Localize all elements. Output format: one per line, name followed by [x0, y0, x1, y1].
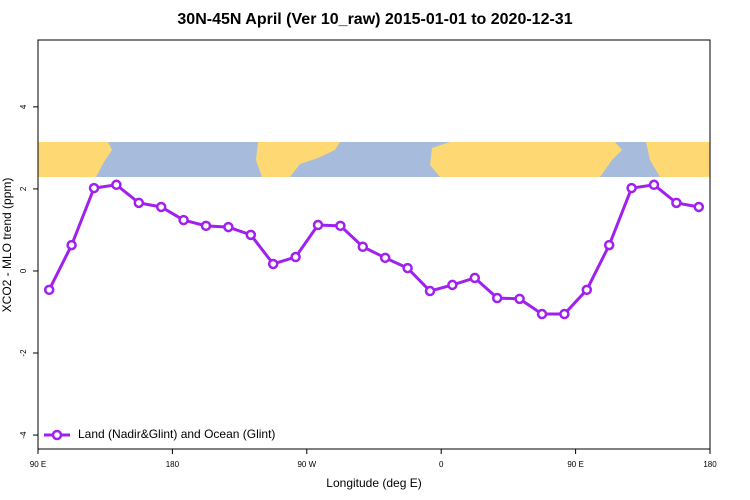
data-point	[536, 308, 548, 320]
data-point	[648, 179, 660, 191]
data-point	[402, 262, 413, 274]
series-line	[47, 183, 700, 316]
plot-frame	[37, 39, 711, 450]
data-point	[267, 258, 279, 270]
data-point	[155, 201, 167, 213]
data-point	[626, 182, 637, 194]
data-point	[335, 220, 346, 232]
data-point	[200, 220, 212, 232]
y-tick-label: -2	[19, 349, 28, 357]
legend-label: Land (Nadir&Glint) and Ocean (Glint)	[78, 427, 275, 441]
data-point	[469, 272, 481, 284]
y-tick-label: 2	[19, 186, 28, 191]
data-point	[290, 251, 301, 263]
data-point	[133, 197, 145, 209]
data-point	[671, 197, 682, 209]
data-point	[245, 229, 257, 241]
x-tick-label: 90 E	[567, 460, 583, 469]
data-point	[581, 284, 593, 296]
data-point	[559, 308, 570, 320]
data-point	[603, 239, 615, 251]
chart-title: 30N-45N April (Ver 10_raw) 2015-01-01 to…	[177, 11, 572, 28]
x-axis-label: Longitude (deg E)	[326, 476, 421, 490]
y-axis-label: XCO2 - MLO trend (ppm)	[0, 178, 14, 313]
data-point	[312, 219, 324, 231]
data-point	[693, 201, 705, 213]
x-tick-label: 0	[439, 460, 444, 469]
x-tick-label: 180	[166, 460, 180, 469]
data-point	[424, 285, 436, 297]
data-point	[491, 292, 503, 304]
data-point	[223, 221, 234, 233]
legend-marker	[51, 429, 63, 441]
data-point	[111, 179, 122, 191]
data-point	[379, 252, 391, 264]
x-tick-label: 180	[703, 460, 717, 469]
x-tick-label: 90 E	[30, 460, 46, 469]
x-tick-label: 90 W	[297, 460, 316, 469]
y-tick-label: 0	[19, 268, 28, 273]
map-strip	[38, 142, 710, 177]
data-point	[357, 241, 369, 253]
data-point	[88, 182, 100, 194]
data-point	[66, 239, 77, 251]
y-tick-label: -4	[19, 431, 28, 439]
data-point	[43, 284, 55, 296]
data-point	[447, 279, 458, 291]
data-point	[178, 214, 189, 226]
y-tick-label: 4	[19, 104, 28, 109]
data-point	[514, 293, 525, 305]
